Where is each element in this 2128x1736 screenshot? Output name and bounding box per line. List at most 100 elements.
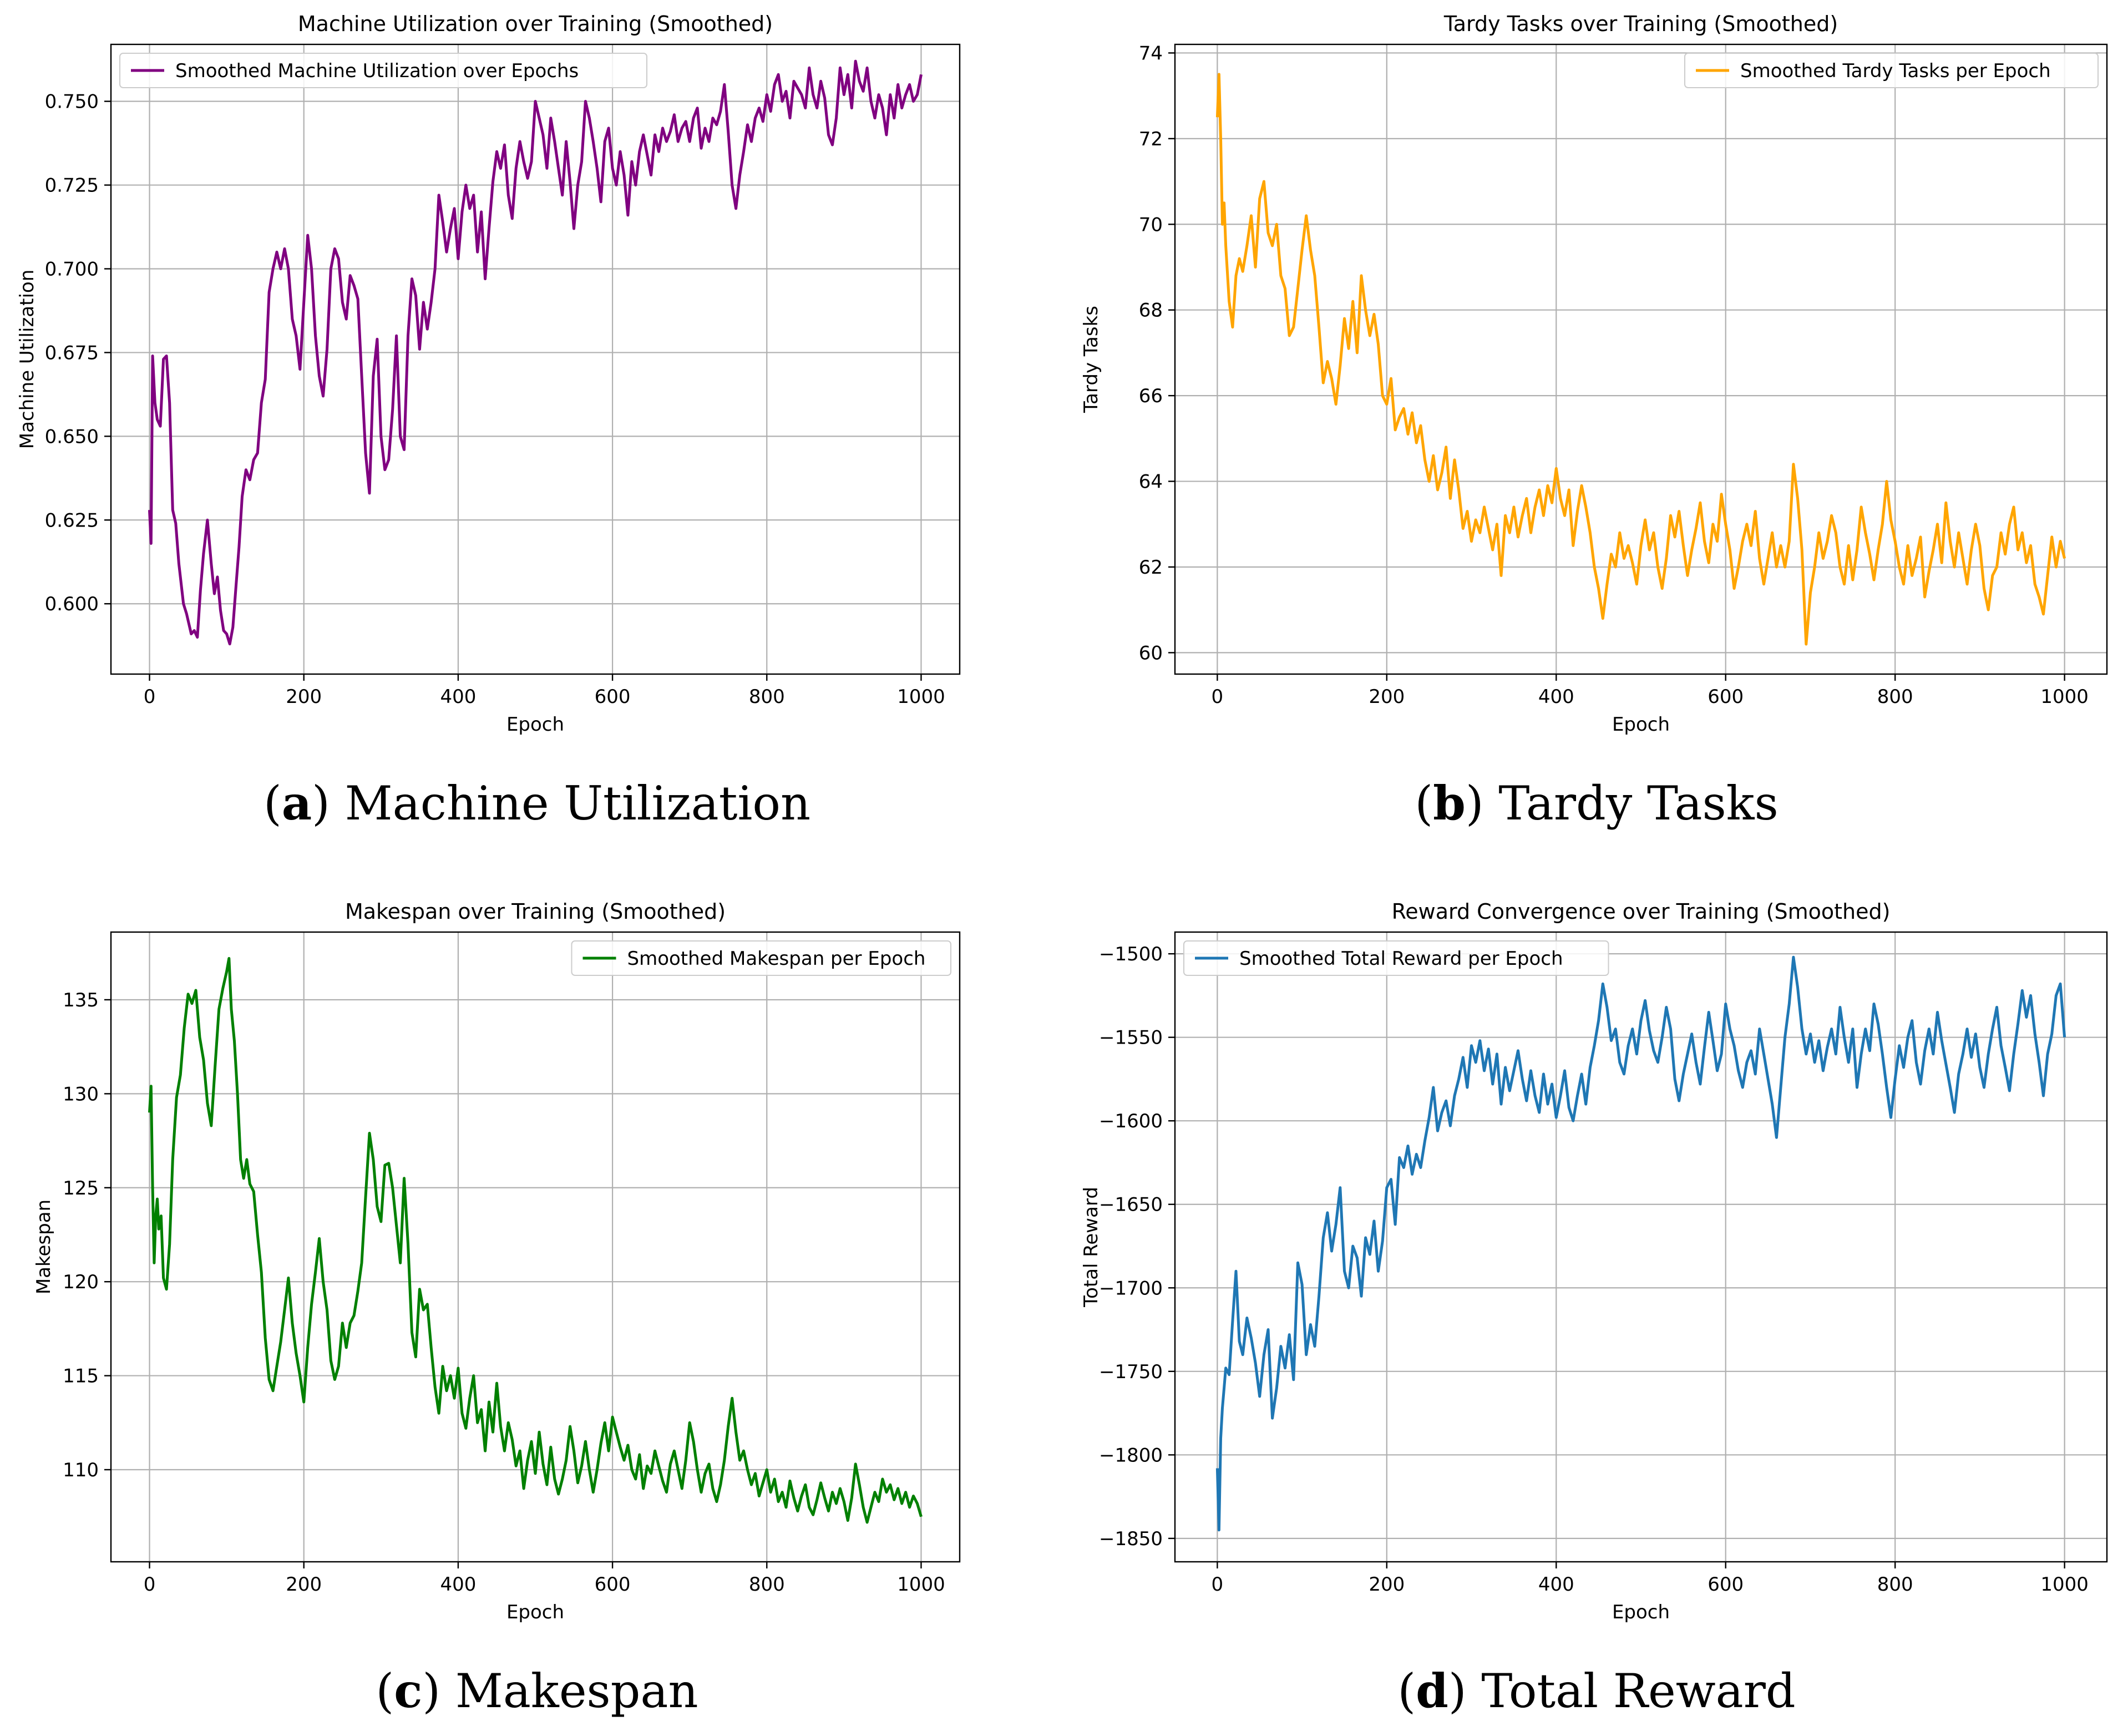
x-tick-label: 0 xyxy=(144,1573,156,1596)
x-tick-label: 600 xyxy=(595,686,631,708)
legend-label: Smoothed Tardy Tasks per Epoch xyxy=(1740,60,2051,82)
series-line xyxy=(148,59,923,646)
caption-c: (c) Makespan xyxy=(376,1663,698,1718)
x-tick-label: 800 xyxy=(1877,1573,1913,1596)
caption-letter-a: a xyxy=(281,776,312,831)
y-tick-label: −1800 xyxy=(1099,1444,1163,1466)
y-tick-label: 110 xyxy=(63,1459,99,1481)
legend-label: Smoothed Total Reward per Epoch xyxy=(1239,948,1563,970)
x-tick-label: 200 xyxy=(1369,1573,1405,1596)
y-tick-label: 0.600 xyxy=(45,593,99,615)
x-tick-label: 0 xyxy=(144,686,156,708)
y-tick-label: −1550 xyxy=(1099,1027,1163,1049)
y-tick-label: 68 xyxy=(1139,300,1163,322)
series-line xyxy=(148,956,923,1524)
y-tick-label: 135 xyxy=(63,989,99,1011)
legend: Smoothed Total Reward per Epoch xyxy=(1183,940,1609,976)
legend-box xyxy=(1183,940,1609,976)
x-tick-label: 200 xyxy=(1369,686,1405,708)
y-tick-label: 130 xyxy=(63,1083,99,1105)
y-axis-label: Total Reward xyxy=(1080,1187,1102,1308)
y-tick-label: 66 xyxy=(1139,385,1163,407)
y-axis-label: Tardy Tasks xyxy=(1080,306,1102,413)
chart-panel-d: 0 200 400 600 800 1000 −1850 −1800 −1750 −1700 −16… xyxy=(1080,899,2108,1623)
caption-text-a: Machine Utilization xyxy=(344,776,811,831)
y-tick-label: −1500 xyxy=(1099,943,1163,965)
y-tick-label: 72 xyxy=(1139,128,1163,150)
y-tick-label: −1850 xyxy=(1099,1528,1163,1550)
y-tick-label: 74 xyxy=(1139,42,1163,64)
caption-text-b: Tardy Tasks xyxy=(1498,776,1779,831)
legend-box xyxy=(571,940,951,976)
y-tick-label: 115 xyxy=(63,1365,99,1388)
legend-label: Smoothed Machine Utilization over Epochs xyxy=(175,60,579,82)
y-tick-label: 62 xyxy=(1139,556,1163,579)
x-tick-label: 800 xyxy=(1877,686,1913,708)
y-tick-label: 70 xyxy=(1139,214,1163,236)
y-tick-label: 0.725 xyxy=(45,175,99,197)
y-tick-label: 125 xyxy=(63,1177,99,1199)
y-axis-label: Machine Utilization xyxy=(16,270,38,449)
x-tick-label: 1000 xyxy=(897,1573,945,1596)
x-tick-label: 200 xyxy=(286,686,322,708)
x-tick-label: 1000 xyxy=(2040,686,2089,708)
y-tick-label: −1750 xyxy=(1099,1361,1163,1383)
x-axis-label: Epoch xyxy=(506,1601,564,1623)
y-tick-label: 0.700 xyxy=(45,258,99,280)
x-tick-label: 600 xyxy=(1708,686,1744,708)
series-line xyxy=(1215,73,2066,646)
x-tick-label: 600 xyxy=(1708,1573,1744,1596)
x-tick-label: 400 xyxy=(1538,686,1574,708)
x-tick-label: 400 xyxy=(440,686,476,708)
caption-letter-d: d xyxy=(1416,1663,1448,1718)
chart-title: Machine Utilization over Training (Smoot… xyxy=(298,12,773,36)
y-tick-label: 64 xyxy=(1139,471,1163,493)
chart-panel-a: 0 200 400 600 800 1000 0.600 0.625 0.650 0.675 0.7… xyxy=(16,12,961,736)
y-tick-label: 0.675 xyxy=(45,342,99,364)
x-tick-label: 1000 xyxy=(2040,1573,2089,1596)
x-tick-label: 200 xyxy=(286,1573,322,1596)
caption-b: (b) Tardy Tasks xyxy=(1415,776,1779,831)
legend: Smoothed Machine Utilization over Epochs xyxy=(119,53,647,88)
caption-text-d: Total Reward xyxy=(1481,1664,1796,1718)
plot-frame xyxy=(110,931,961,1563)
x-tick-label: 0 xyxy=(1212,686,1224,708)
y-tick-label: 0.625 xyxy=(45,509,99,532)
x-tick-label: 400 xyxy=(1538,1573,1574,1596)
y-tick-label: −1700 xyxy=(1099,1277,1163,1299)
y-tick-label: −1650 xyxy=(1099,1194,1163,1216)
caption-text-c: Makespan xyxy=(455,1664,698,1718)
plot-frame xyxy=(110,43,961,675)
legend: Smoothed Tardy Tasks per Epoch xyxy=(1684,53,2099,88)
x-axis-label: Epoch xyxy=(1612,713,1670,736)
y-tick-label: 60 xyxy=(1139,642,1163,664)
legend: Smoothed Makespan per Epoch xyxy=(571,940,951,976)
x-tick-label: 0 xyxy=(1212,1573,1224,1596)
x-tick-label: 600 xyxy=(595,1573,631,1596)
x-axis-label: Epoch xyxy=(1612,1601,1670,1623)
x-tick-label: 800 xyxy=(749,686,785,708)
grid xyxy=(1175,44,2107,674)
legend-label: Smoothed Makespan per Epoch xyxy=(627,948,926,970)
y-tick-label: 0.650 xyxy=(45,426,99,448)
series-line xyxy=(1215,955,2066,1532)
chart-panel-c: 0 200 400 600 800 1000 110 115 120 125 130 135 Makes… xyxy=(33,899,961,1623)
caption-d: (d) Total Reward xyxy=(1397,1663,1796,1718)
caption-letter-b: b xyxy=(1433,776,1466,831)
chart-title: Makespan over Training (Smoothed) xyxy=(345,899,726,924)
legend-box xyxy=(1684,53,2099,88)
y-tick-label: 0.750 xyxy=(45,91,99,113)
x-tick-label: 800 xyxy=(749,1573,785,1596)
chart-title: Reward Convergence over Training (Smooth… xyxy=(1392,899,1891,924)
plot-frame xyxy=(1174,931,2108,1563)
x-axis-label: Epoch xyxy=(506,713,564,736)
y-axis-label: Makespan xyxy=(33,1199,55,1294)
chart-title: Tardy Tasks over Training (Smoothed) xyxy=(1443,12,1838,36)
plot-frame xyxy=(1174,43,2108,675)
y-tick-label: 120 xyxy=(63,1271,99,1293)
chart-panel-b: 0 200 400 600 800 1000 60 62 64 66 68 70 72 74 Tardy T… xyxy=(1080,12,2108,736)
x-tick-label: 400 xyxy=(440,1573,476,1596)
y-tick-label: −1600 xyxy=(1099,1110,1163,1132)
legend-box xyxy=(119,53,647,88)
